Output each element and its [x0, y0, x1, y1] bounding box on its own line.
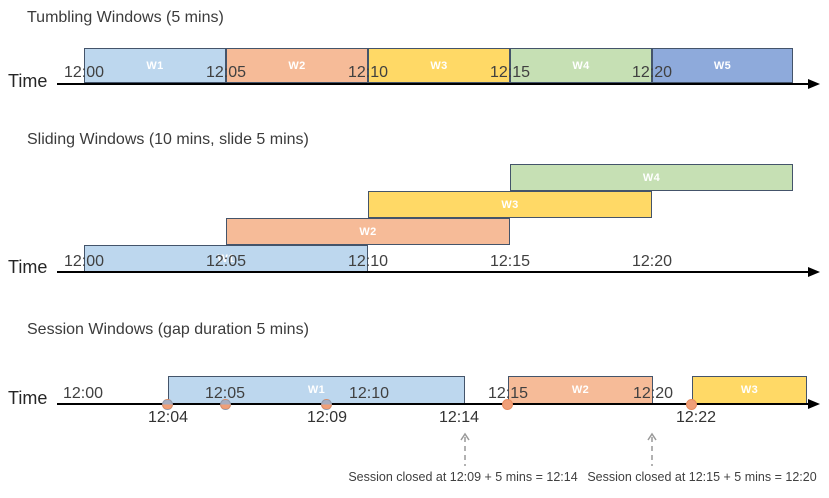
session-tick-1220: 12:20: [632, 385, 674, 402]
tumbling-axis-time-label: Time: [8, 71, 48, 91]
session-timeline: [57, 403, 808, 405]
tumbling-window-w2: W2: [226, 48, 368, 83]
session-close-label-1214: 12:14: [438, 409, 480, 426]
tumbling-section-title: Tumbling Windows (5 mins): [27, 9, 224, 26]
session-window-w3-label: W3: [740, 384, 759, 396]
session-section-title: Session Windows (gap duration 5 mins): [27, 321, 309, 338]
session-tick-1200: 12:00: [62, 385, 104, 402]
sliding-window-w1: W1: [84, 245, 368, 272]
sliding-window-w1-label: W1: [217, 252, 235, 265]
session-window-w2-label: W2: [571, 384, 590, 396]
sliding-window-w2-label: W2: [359, 225, 377, 238]
session-event-dot-1222: [686, 399, 697, 410]
tumbling-window-w1: W1: [84, 48, 226, 83]
sliding-timeline-arrowhead-icon: [808, 267, 820, 277]
session-window-w3: W3: [692, 376, 807, 404]
session-annotation-close-1220: Session closed at 12:15 + 5 mins = 12:20: [587, 470, 817, 484]
session-window-w1-label: W1: [307, 384, 326, 396]
tumbling-window-w5: W5: [652, 48, 793, 83]
session-event-dot-1215: [502, 399, 513, 410]
sliding-window-w3-label: W3: [501, 198, 519, 211]
session-window-w2: W2: [508, 376, 653, 404]
session-event-label-1222: 12:22: [675, 409, 717, 426]
sliding-tick-1205: 12:05: [205, 253, 247, 270]
tumbling-window-w1-label: W1: [146, 59, 164, 72]
session-annotation-close-1214: Session closed at 12:09 + 5 mins = 12:14: [348, 470, 578, 484]
session-event-dot-1209: [321, 399, 332, 410]
tumbling-window-w4: W4: [510, 48, 652, 83]
tumbling-window-w5-label: W5: [713, 59, 732, 72]
tumbling-timeline-arrowhead-icon: [808, 79, 820, 89]
tumbling-window-w3: W3: [368, 48, 510, 83]
sliding-window-w4: W4: [510, 164, 793, 191]
sliding-tick-1215: 12:15: [489, 253, 531, 270]
session-tick-1210: 12:10: [348, 385, 390, 402]
tumbling-window-w2-label: W2: [288, 59, 306, 72]
session-callout-arrow-left-icon: [459, 432, 471, 473]
session-event-label-1209: 12:09: [306, 409, 348, 426]
tumbling-window-w3-label: W3: [430, 59, 448, 72]
sliding-window-w4-label: W4: [642, 171, 661, 184]
session-axis-time-label: Time: [8, 388, 48, 408]
tumbling-window-w4-label: W4: [572, 59, 590, 72]
sliding-timeline: [57, 271, 808, 273]
sliding-window-w2: W2: [226, 218, 510, 245]
session-event-label-1204: 12:04: [147, 409, 189, 426]
session-callout-arrow-right-icon: [646, 432, 658, 473]
session-tick-1205: 12:05: [204, 385, 246, 402]
tumbling-tick-1200: 12:00: [63, 64, 105, 81]
sliding-tick-1210: 12:10: [347, 253, 389, 270]
session-tick-1215: 12:15: [487, 385, 529, 402]
tumbling-tick-1210: 12:10: [347, 64, 389, 81]
session-event-dot-1204: [162, 399, 173, 410]
sliding-tick-1200: 12:00: [63, 253, 105, 270]
sliding-window-w3: W3: [368, 191, 652, 218]
sliding-axis-time-label: Time: [8, 257, 48, 277]
sliding-section-title: Sliding Windows (10 mins, slide 5 mins): [27, 131, 309, 148]
session-timeline-arrowhead-icon: [808, 399, 820, 409]
tumbling-tick-1220: 12:20: [631, 64, 673, 81]
session-event-dot-unlabeled: [220, 399, 231, 410]
tumbling-tick-1215: 12:15: [489, 64, 531, 81]
tumbling-tick-1205: 12:05: [205, 64, 247, 81]
sliding-tick-1220: 12:20: [631, 253, 673, 270]
tumbling-timeline: [57, 83, 808, 85]
